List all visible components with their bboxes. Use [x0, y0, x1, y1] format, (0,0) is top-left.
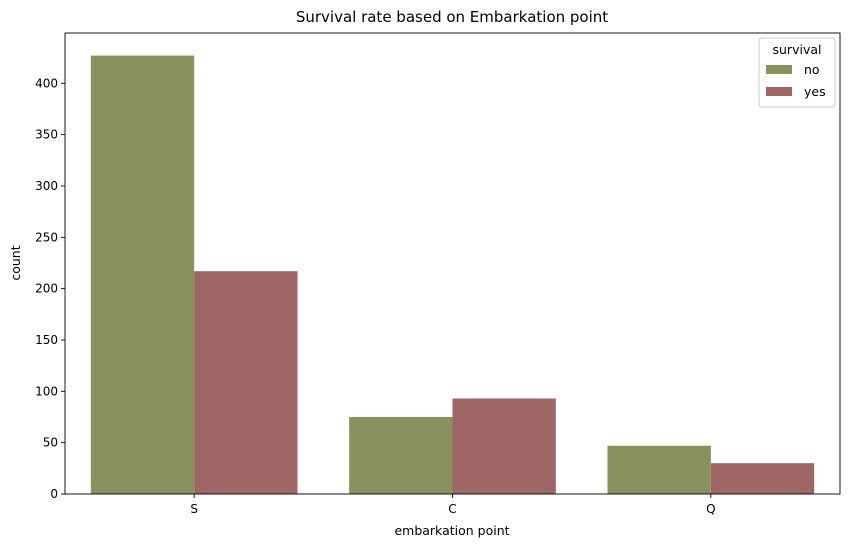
x-axis-label: embarkation point: [394, 523, 509, 538]
x-tick-label: Q: [706, 502, 715, 516]
bar-no-Q: [607, 445, 711, 494]
bar-no-C: [349, 417, 453, 494]
y-axis-label: count: [8, 245, 23, 280]
bar-yes-Q: [710, 463, 815, 494]
legend-entries: no yes: [766, 62, 826, 99]
bar-yes-C: [452, 398, 556, 494]
y-tick-label: 200: [35, 282, 58, 296]
bars-group: [90, 55, 815, 495]
legend-label-no: no: [804, 62, 820, 77]
chart-title: Survival rate based on Embarkation point: [296, 8, 608, 26]
y-tick-label: 400: [35, 76, 58, 90]
y-tick-label: 100: [35, 384, 58, 398]
x-tick-label: C: [448, 502, 456, 516]
y-tick-label: 250: [35, 230, 58, 244]
y-tick-label: 350: [35, 128, 58, 142]
legend-swatch-no: [766, 65, 792, 74]
y-axis: 0 50 100 150 200 250 300 350 400: [35, 76, 65, 501]
legend: survival no yes: [758, 37, 836, 108]
x-tick-label: S: [190, 502, 198, 516]
legend-label-yes: yes: [804, 84, 826, 99]
y-tick-label: 50: [43, 436, 58, 450]
legend-title: survival: [773, 42, 822, 57]
bar-yes-S: [194, 271, 298, 494]
y-tick-label: 0: [50, 487, 58, 501]
y-tick-label: 150: [35, 333, 58, 347]
bar-no-S: [90, 55, 195, 495]
legend-swatch-yes: [766, 87, 792, 96]
y-tick-label: 300: [35, 179, 58, 193]
